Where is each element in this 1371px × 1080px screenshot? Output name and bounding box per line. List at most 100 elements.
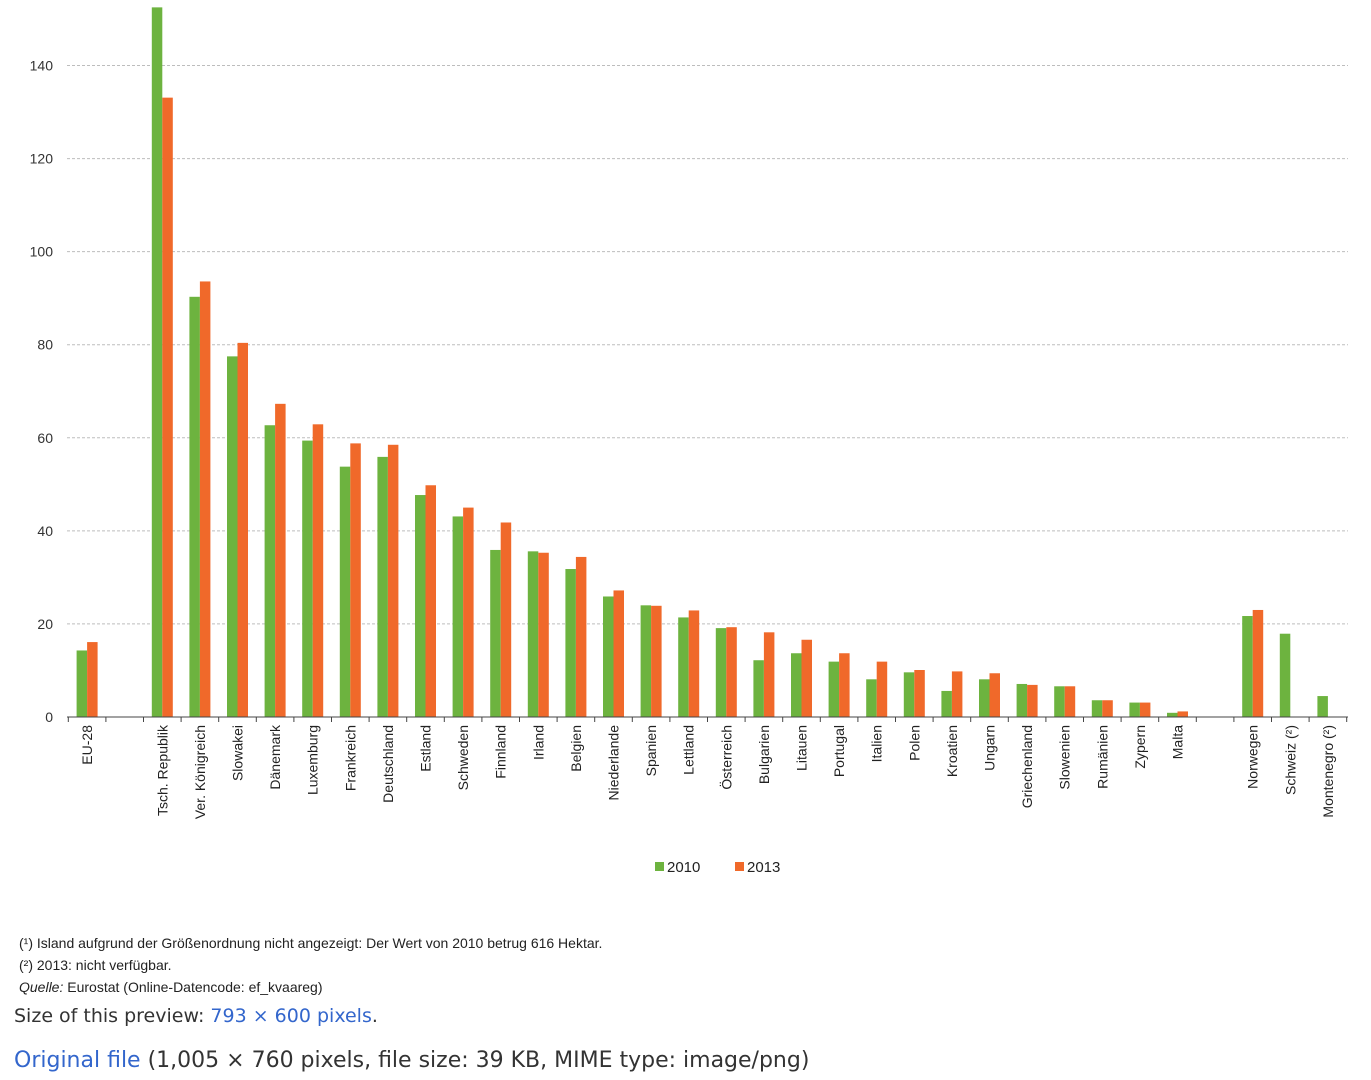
bar-2013 [87,642,98,717]
x-category-label: Litauen [794,725,810,771]
gridlines [67,65,1348,625]
bar-2010 [189,296,200,717]
bar-2010 [828,661,840,717]
bar-2013 [1139,702,1151,717]
bar-2010 [490,549,501,717]
bar-2010 [791,653,802,717]
x-category-label: Luxemburg [305,725,321,795]
bar-2013 [275,403,286,717]
bar-2010 [151,7,163,718]
source-line: Quelle: Eurostat (Online-Datencode: ef_k… [19,976,602,998]
bar-2010 [640,605,652,717]
bar-2013 [387,444,399,717]
bar-2010 [527,551,539,717]
x-category-label: Belgien [568,725,584,772]
legend-label-2013: 2013 [747,859,780,876]
bar-2013 [989,673,1000,717]
bar-2013 [726,627,737,717]
y-tick-label: 0 [45,709,53,725]
x-category-label: Frankreich [342,725,358,791]
y-tick-label: 80 [37,337,53,353]
x-category-label: Irland [530,725,546,760]
bar-2010 [377,456,388,717]
bar-2010 [1091,700,1103,717]
bar-2010 [903,672,915,717]
original-file-line: Original file (1,005 × 760 pixels, file … [14,1048,809,1073]
x-category-label: Griechenland [1019,725,1035,808]
legend-label-2010: 2010 [667,859,700,876]
x-category-label: Schweiz (²) [1282,725,1298,795]
bar-2010 [302,440,313,717]
x-category-label: Slowenien [1057,725,1073,790]
bar-2013 [500,522,512,717]
x-category-label: Tsch. Republik [154,724,170,816]
bar-2010 [565,569,576,717]
bar-2010 [339,466,351,717]
bar-2013 [199,281,211,717]
x-category-label: Bulgarien [756,725,772,784]
y-tick-label: 40 [37,523,53,539]
bar-2010 [1167,712,1178,717]
bar-2013 [1027,684,1038,717]
original-file-link[interactable]: Original file [14,1048,141,1073]
bar-2010 [1317,696,1328,717]
bar-2010 [1054,686,1065,717]
y-tick-label: 60 [37,430,53,446]
y-axis-tick-labels: 0 20 40 60 80 100 120 140 [30,58,54,725]
bar-2010 [941,690,952,717]
bar-chart: 0 20 40 60 80 100 120 140 EU-28 Tsch. Republik Ve… [30,7,1348,876]
x-category-label: Estland [418,725,434,772]
footnote-2: (²) 2013: nicht verfügbar. [19,957,172,973]
x-category-label: Rumänien [1094,725,1110,789]
bar-2010 [1016,683,1028,717]
bar-2013 [914,670,925,717]
preview-end: . [371,1005,378,1027]
bar-2013 [1177,711,1188,717]
bar-2010 [753,660,764,717]
bar-2010 [415,495,426,717]
preview-size-line: Size of this preview: 793 × 600 pixels. [14,1005,378,1027]
legend-swatch-2010 [655,862,664,871]
bars [76,7,1328,718]
x-category-label: Niederlande [606,725,622,801]
bar-2010 [1279,633,1291,717]
bar-2010 [715,628,727,717]
x-category-label: EU-28 [79,725,95,765]
x-category-label: Dänemark [267,724,283,790]
y-tick-label: 140 [30,58,54,74]
bar-2013 [651,605,662,717]
bar-2013 [839,653,850,717]
bar-2010 [264,425,276,717]
bar-2010 [979,679,990,717]
y-tick-label: 100 [30,244,54,260]
bar-2013 [425,485,436,717]
y-tick-label: 20 [37,616,53,632]
preview-size-link[interactable]: 793 × 600 pixels [210,1005,372,1027]
bar-2013 [1102,700,1113,717]
x-category-label: Montenegro (²) [1320,725,1336,818]
x-category-label: Lettland [681,725,697,775]
bar-2013 [350,443,361,717]
x-category-label: Slowakei [230,725,246,781]
source-text: Eurostat (Online-Datencode: ef_kvaareg) [63,979,323,995]
bar-2013 [688,610,700,717]
bar-2010 [1129,702,1140,717]
bar-2013 [1064,686,1076,717]
x-category-label: Schweden [455,725,471,790]
bar-2013 [613,590,624,717]
x-axis-ticks [67,717,1348,722]
legend-swatch-2013 [735,862,744,871]
bar-2013 [763,632,775,717]
x-category-label: Spanien [643,725,659,776]
bar-2013 [312,424,324,717]
bar-2013 [538,552,549,717]
bar-2013 [237,342,248,717]
original-file-details: (1,005 × 760 pixels, file size: 39 KB, M… [140,1048,810,1073]
x-category-label: Deutschland [380,725,396,803]
legend: 2010 2013 [655,859,780,876]
bar-2013 [951,671,963,717]
bar-2010 [1242,616,1253,717]
x-category-label: Portugal [831,725,847,777]
x-category-label: Polen [906,725,922,761]
bar-2010 [603,596,614,717]
